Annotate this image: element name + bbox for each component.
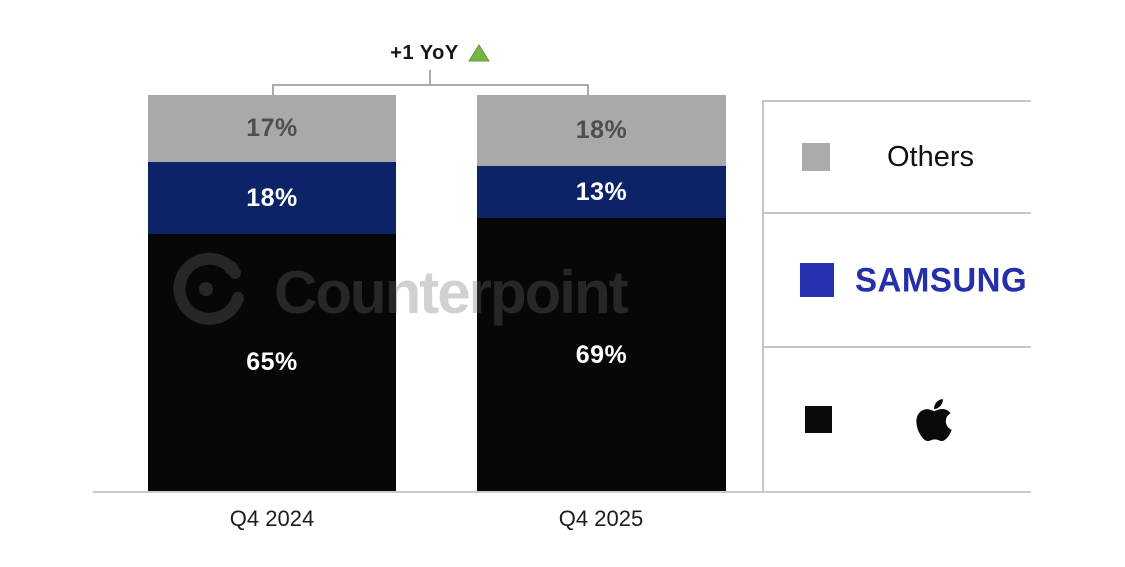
legend-swatch-apple [805, 406, 832, 433]
up-triangle-icon [467, 44, 490, 62]
bracket-stem [429, 70, 431, 84]
apple-logo-icon [916, 398, 952, 441]
segment-value-label: 69% [575, 340, 628, 369]
x-axis-line [93, 491, 1031, 493]
legend-label-others: Others [887, 140, 975, 173]
legend-row-samsung: SAMSUNG [764, 214, 1031, 348]
segment-samsung-q4-2024: 18% [148, 162, 396, 234]
legend-row-apple [764, 348, 1031, 491]
bar-q4-2025: 18% 13% 69% [477, 95, 726, 492]
segment-value-label: 18% [575, 116, 628, 145]
bracket-tick-right [587, 84, 589, 95]
segment-others-q4-2024: 17% [148, 95, 396, 163]
yoy-annotation: +1 YoY [330, 40, 550, 66]
x-axis-label-q4-2024: Q4 2024 [229, 506, 315, 531]
segment-value-label: 65% [246, 348, 298, 377]
legend-panel: Others SAMSUNG [762, 100, 1031, 491]
bracket-tick-left [272, 84, 274, 95]
legend-row-others: Others [764, 102, 1031, 214]
segment-value-label: 17% [246, 114, 298, 143]
samsung-wordmark: SAMSUNG [855, 260, 1028, 299]
segment-value-label: 13% [575, 177, 628, 206]
segment-others-q4-2025: 18% [477, 95, 726, 167]
bar-q4-2024: 17% 18% 65% [148, 95, 396, 492]
segment-apple-q4-2024: 65% [148, 233, 396, 492]
segment-apple-q4-2025: 69% [477, 218, 726, 492]
legend-swatch-others [802, 143, 830, 171]
segment-value-label: 18% [246, 183, 298, 212]
bracket-line [272, 84, 589, 86]
legend-swatch-samsung [800, 263, 834, 297]
segment-samsung-q4-2025: 13% [477, 166, 726, 219]
x-axis-label-q4-2025: Q4 2025 [558, 506, 644, 531]
yoy-label: +1 YoY [390, 41, 459, 64]
